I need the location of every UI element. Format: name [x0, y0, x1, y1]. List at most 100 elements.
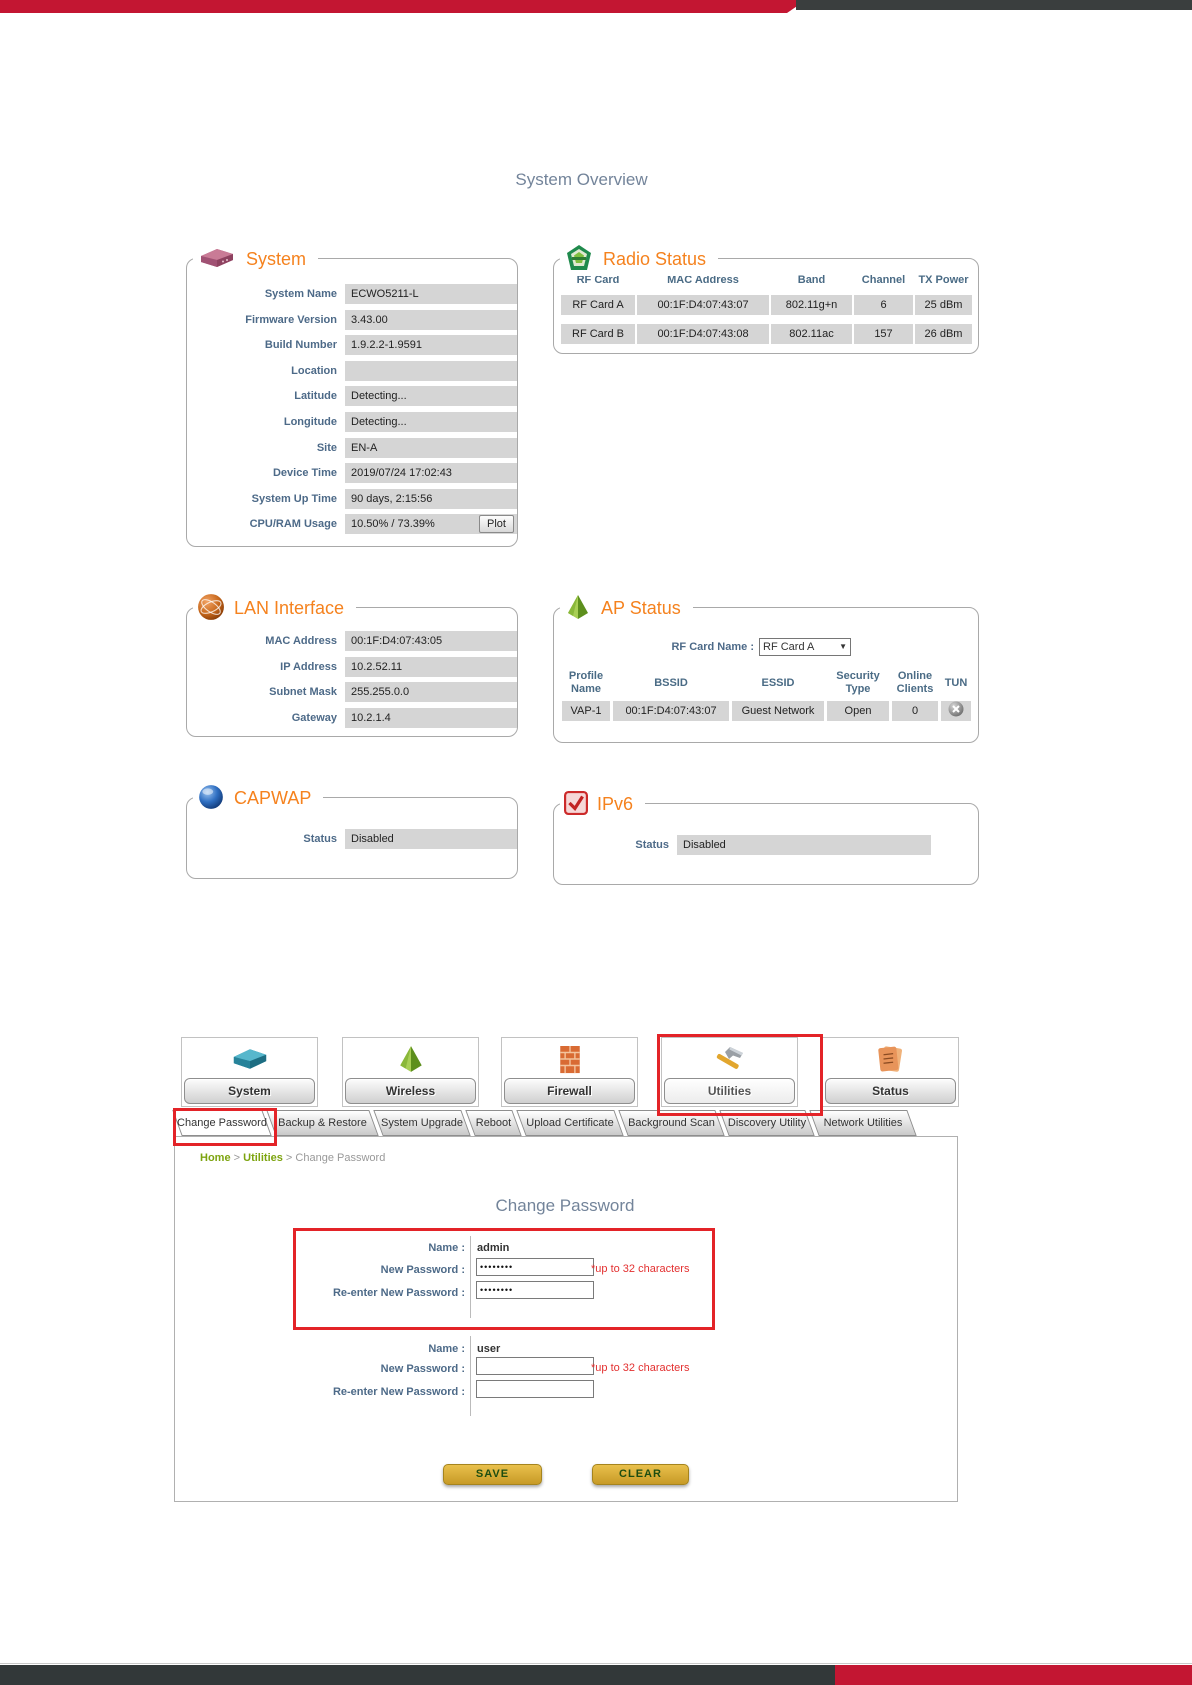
- tun-cell: [941, 701, 971, 721]
- form-divider: [470, 1236, 471, 1318]
- capwap-sphere-icon: [197, 783, 225, 814]
- device-time-value: 2019/07/24 17:02:43: [345, 463, 517, 484]
- header-red-bar: [0, 0, 806, 13]
- ipv6-status-value: Disabled: [677, 835, 931, 855]
- lan-interface-panel: LAN Interface MAC Address 00:1F:D4:07:43:…: [186, 591, 518, 737]
- tab-utilities[interactable]: Utilities: [661, 1037, 798, 1107]
- password-hint: *up to 32 characters: [591, 1263, 690, 1275]
- field-row: System Name ECWO5211-L: [187, 284, 517, 304]
- field-row: Gateway 10.2.1.4: [187, 707, 517, 728]
- lan-subnet-value: 255.255.0.0: [345, 682, 517, 703]
- ap-status-title: AP Status: [601, 597, 681, 618]
- longitude-value: Detecting...: [345, 411, 517, 432]
- ap-status-panel: AP Status RF Card Name : RF Card A ▼ Pro…: [553, 591, 979, 743]
- footer-red-bar: [835, 1665, 1192, 1685]
- tab-firewall[interactable]: Firewall: [501, 1037, 638, 1107]
- subtab-reboot[interactable]: Reboot: [465, 1110, 522, 1136]
- field-row: Firmware Version 3.43.00: [187, 309, 517, 330]
- router-icon: [197, 246, 237, 273]
- field-row: Device Time 2019/07/24 17:02:43: [187, 463, 517, 484]
- lan-gateway-value: 10.2.1.4: [345, 707, 517, 728]
- system-name-value: ECWO5211-L: [345, 284, 517, 304]
- tab-status[interactable]: Status: [822, 1037, 959, 1107]
- breadcrumb-current: Change Password: [295, 1152, 386, 1164]
- system-tab-icon: [182, 1038, 317, 1080]
- field-row: Location: [187, 360, 517, 381]
- system-panel: System System Name ECWO5211-L Firmware Ve…: [186, 242, 518, 547]
- table-row: VAP-1 00:1F:D4:07:43:07 Guest Network Op…: [562, 701, 978, 721]
- user-new-password-field[interactable]: [476, 1357, 594, 1375]
- tab-firewall-label[interactable]: Firewall: [504, 1078, 635, 1104]
- tab-utilities-label[interactable]: Utilities: [664, 1078, 795, 1104]
- site-value: EN-A: [345, 437, 517, 458]
- tab-status-label[interactable]: Status: [825, 1078, 956, 1104]
- subtab-change-password[interactable]: Change Password: [172, 1110, 272, 1136]
- lan-ip-value: 10.2.52.11: [345, 656, 517, 677]
- status-tab-icon: [823, 1038, 958, 1080]
- user-reenter-password-field[interactable]: [476, 1380, 594, 1398]
- radio-status-panel: Radio Status RF Card MAC Address Band Ch…: [553, 242, 979, 354]
- admin-new-password-label: New Password :: [380, 1264, 465, 1276]
- subtab-network-utilities[interactable]: Network Utilities: [809, 1110, 917, 1136]
- admin-reenter-password-label: Re-enter New Password :: [332, 1287, 465, 1299]
- utilities-tab-icon: [662, 1038, 797, 1080]
- field-row: System Up Time 90 days, 2:15:56: [187, 488, 517, 509]
- field-row: Site EN-A: [187, 437, 517, 458]
- subtab-upload-certificate[interactable]: Upload Certificate: [516, 1110, 624, 1136]
- lan-mac-value: 00:1F:D4:07:43:05: [345, 631, 517, 651]
- pyramid-icon: [564, 593, 592, 624]
- rf-card-row: RF Card Name : RF Card A ▼: [554, 638, 978, 658]
- ap-status-legend: AP Status: [560, 591, 693, 625]
- table-row: RF Card A 00:1F:D4:07:43:07 802.11g+n 6 …: [561, 295, 978, 315]
- uptime-value: 90 days, 2:15:56: [345, 488, 517, 509]
- password-hint: *up to 32 characters: [591, 1362, 690, 1374]
- cpu-ram-value: 10.50% / 73.39% Plot: [345, 514, 517, 535]
- breadcrumb-utilities-link[interactable]: Utilities: [243, 1152, 283, 1164]
- tab-wireless-label[interactable]: Wireless: [345, 1078, 476, 1104]
- subtab-discovery-utility[interactable]: Discovery Utility: [719, 1110, 815, 1136]
- save-button[interactable]: SAVE: [443, 1464, 542, 1485]
- admin-name-label: Name :: [428, 1242, 465, 1254]
- user-reenter-password-label: Re-enter New Password :: [332, 1386, 465, 1398]
- build-number-value: 1.9.2.2-1.9591: [345, 335, 517, 356]
- admin-new-password-field[interactable]: [476, 1258, 594, 1276]
- field-row: MAC Address 00:1F:D4:07:43:05: [187, 631, 517, 651]
- checkbox-checked-icon[interactable]: [564, 790, 588, 818]
- tun-disabled-icon[interactable]: [948, 701, 964, 721]
- subtab-background-scan[interactable]: Background Scan: [618, 1110, 725, 1136]
- breadcrumb-home-link[interactable]: Home: [200, 1152, 231, 1164]
- tab-system-label[interactable]: System: [184, 1078, 315, 1104]
- breadcrumb: Home > Utilities > Change Password: [200, 1152, 386, 1164]
- page-title: System Overview: [515, 170, 648, 189]
- lan-globe-icon: [197, 593, 225, 624]
- ipv6-panel: IPv6 Status Disabled: [553, 787, 979, 885]
- field-row: CPU/RAM Usage 10.50% / 73.39% Plot: [187, 514, 517, 535]
- radio-status-icon: [564, 243, 594, 276]
- admin-reenter-password-field[interactable]: [476, 1281, 594, 1299]
- capwap-legend: CAPWAP: [193, 781, 324, 815]
- capwap-title: CAPWAP: [234, 787, 312, 808]
- radio-status-table: RF Card MAC Address Band Channel TX Powe…: [554, 259, 978, 344]
- subtab-backup-restore[interactable]: Backup & Restore: [266, 1110, 379, 1136]
- field-row: Subnet Mask 255.255.0.0: [187, 682, 517, 703]
- firewall-tab-icon: [502, 1038, 637, 1080]
- lan-interface-legend: LAN Interface: [193, 591, 357, 625]
- footer-divider: [0, 1663, 1192, 1664]
- wireless-tab-icon: [343, 1038, 478, 1080]
- rf-card-name-label: RF Card Name :: [671, 641, 754, 653]
- radio-status-title: Radio Status: [603, 248, 707, 269]
- field-row: IP Address 10.2.52.11: [187, 656, 517, 677]
- plot-button[interactable]: Plot: [479, 515, 514, 534]
- subtab-system-upgrade[interactable]: System Upgrade: [373, 1110, 471, 1136]
- chevron-down-icon: ▼: [839, 642, 847, 651]
- clear-button[interactable]: CLEAR: [592, 1464, 689, 1485]
- user-new-password-label: New Password :: [380, 1363, 465, 1375]
- tab-wireless[interactable]: Wireless: [342, 1037, 479, 1107]
- footer-dark-bar: [0, 1665, 835, 1685]
- tab-system[interactable]: System: [181, 1037, 318, 1107]
- rf-card-select[interactable]: RF Card A ▼: [759, 638, 851, 656]
- radio-status-legend: Radio Status: [560, 242, 719, 276]
- capwap-status-value: Disabled: [345, 829, 517, 849]
- admin-name-value: admin: [477, 1242, 510, 1254]
